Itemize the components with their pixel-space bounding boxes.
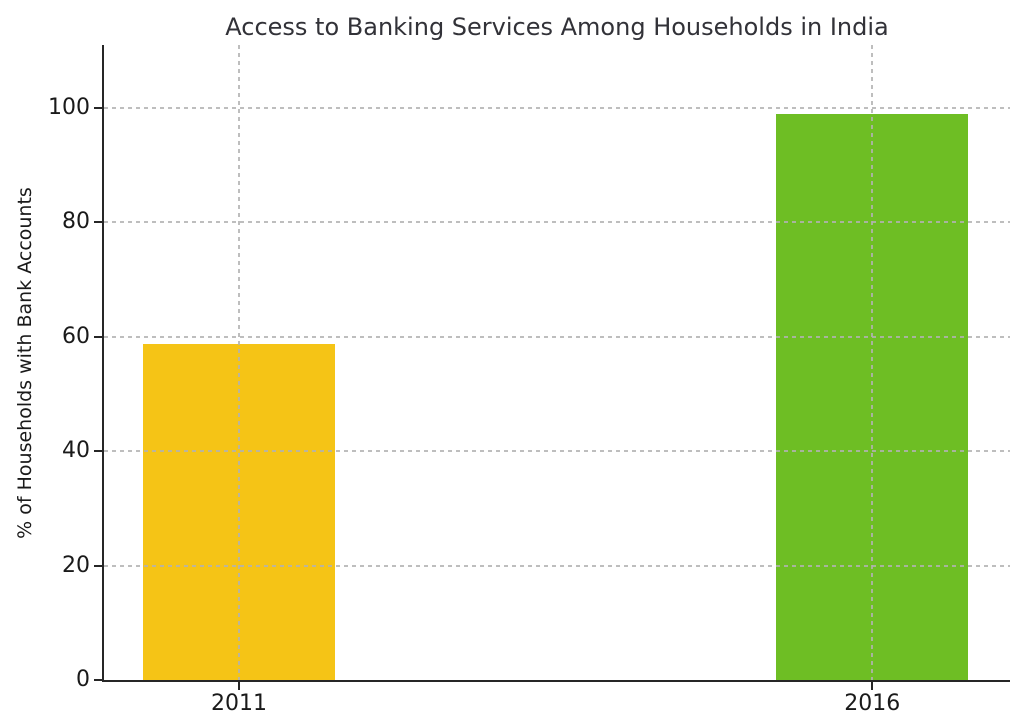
horizontal-gridline-100 (104, 106, 1010, 109)
y-tick-label-80: 80 (62, 209, 90, 235)
y-tick-mark-40 (94, 450, 102, 453)
horizontal-gridline-20 (104, 564, 1010, 567)
x-tick-label-2011: 2011 (210, 691, 267, 716)
x-tick-mark-2016 (871, 682, 874, 690)
vertical-gridline-2016 (871, 45, 874, 680)
horizontal-gridline-60 (104, 335, 1010, 338)
plot-area (104, 45, 1010, 680)
vertical-gridline-2011 (237, 45, 240, 680)
y-tick-mark-0 (94, 679, 102, 681)
y-tick-mark-100 (94, 106, 102, 109)
horizontal-gridline-40 (104, 450, 1010, 453)
y-tick-label-0: 0 (76, 667, 90, 692)
y-tick-label-60: 60 (62, 323, 90, 349)
y-axis-label: % of Households with Bank Accounts (14, 187, 36, 539)
y-tick-mark-60 (94, 335, 102, 338)
x-axis-spine (102, 680, 1010, 682)
y-axis-spine (102, 45, 104, 682)
y-tick-label-40: 40 (62, 438, 90, 464)
y-tick-mark-80 (94, 221, 102, 224)
y-tick-label-100: 100 (48, 94, 90, 120)
y-tick-label-20: 20 (62, 552, 90, 578)
x-tick-mark-2011 (237, 682, 240, 690)
x-tick-label-2016: 2016 (844, 691, 901, 716)
horizontal-gridline-80 (104, 221, 1010, 224)
y-tick-mark-20 (94, 564, 102, 567)
chart-title: Access to Banking Services Among Househo… (225, 13, 889, 41)
